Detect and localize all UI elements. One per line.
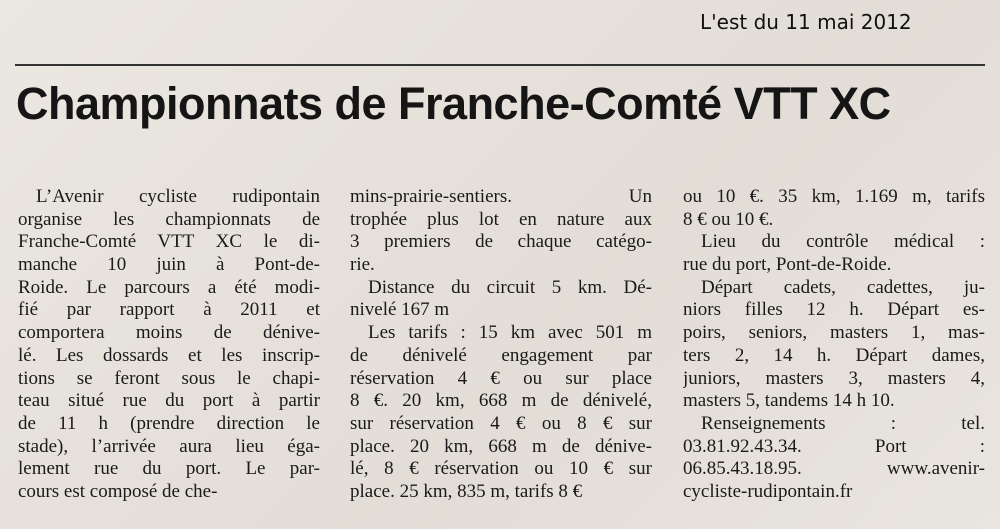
text-line: Roide. Le parcours a été modi- <box>18 276 320 298</box>
text-line: 3 premiers de chaque catégo- <box>350 231 652 253</box>
text-line: cycliste-rudipontain.fr <box>683 480 853 502</box>
text-line: Les tarifs : 15 km avec 501 m <box>368 322 652 344</box>
text-line: place. 20 km, 668 m de dénive- <box>350 435 652 457</box>
paragraph: ou 10 €. 35 km, 1.169 m, tarifs 8 € ou 10… <box>683 186 985 231</box>
text-line: de dénivelé engagement par <box>350 344 652 366</box>
text-line: niors filles 12 h. Départ es- <box>683 299 985 321</box>
text-line: de 11 h (prendre direction le <box>18 412 320 434</box>
text-line: ou 10 €. 35 km, 1.169 m, tarifs <box>683 186 985 207</box>
text-line: 03.81.92.43.34. Port : <box>683 435 985 457</box>
text-line: Franche-Comté VTT XC le di- <box>18 231 320 253</box>
paragraph: Les tarifs : 15 km avec 501 m de dénivelé… <box>350 322 652 504</box>
text-line: organise les championnats de <box>18 208 320 230</box>
text-line: sur réservation 4 € ou 8 € sur <box>350 412 652 434</box>
paragraph: mins-prairie-sentiers. Un trophée plus lo… <box>350 186 652 277</box>
text-line: lé. Les dossards et les inscrip- <box>18 344 320 366</box>
text-line: cours est composé de che- <box>18 480 218 502</box>
text-line: place. 25 km, 835 m, tarifs 8 € <box>350 480 583 502</box>
paragraph: Départ cadets, cadettes, ju-niors filles… <box>683 277 985 413</box>
paragraph: Distance du circuit 5 km. Dé-nivelé 167 … <box>350 277 652 322</box>
rule <box>15 64 985 66</box>
text-line: nivelé 167 m <box>350 299 450 321</box>
text-line: teau situé rue du port à partir <box>18 390 320 412</box>
text-line: poirs, seniors, masters 1, mas- <box>683 322 985 344</box>
text-line: lé, 8 € réservation ou 10 € sur <box>350 458 652 480</box>
text-line: comportera moins de dénive- <box>18 322 320 344</box>
text-line: manche 10 juin à Pont-de- <box>18 254 320 276</box>
paragraph: Lieu du contrôle médical : rue du port, P… <box>683 231 985 276</box>
text-line: rue du port, Pont-de-Roide. <box>683 254 892 276</box>
text-line: fié par rapport à 2011 et <box>18 299 320 321</box>
text-line: Départ cadets, cadettes, ju- <box>701 276 985 298</box>
text-line: 8 € ou 10 €. <box>683 208 774 230</box>
text-line: 8 €. 20 km, 668 m de dénivelé, <box>350 390 652 412</box>
text-line: stade), l’arrivée aura lieu éga- <box>18 435 320 457</box>
text-line: L’Avenir cycliste rudipontain <box>36 186 320 207</box>
source-date: L'est du 11 mai 2012 <box>700 10 912 34</box>
paragraph: Renseignements : tel. 03.81.92.43.34. Por… <box>683 413 985 504</box>
text-line: Distance du circuit 5 km. Dé- <box>368 276 652 298</box>
text-line: masters 5, tandems 14 h 10. <box>683 390 895 412</box>
column: ou 10 €. 35 km, 1.169 m, tarifs 8 € ou 10… <box>683 186 985 504</box>
text-line: tions se feront sous le chapi- <box>18 367 320 389</box>
text-line: juniors, masters 3, masters 4, <box>683 367 985 389</box>
column: L’Avenir cycliste rudipontain organise le… <box>18 186 320 504</box>
paragraph: L’Avenir cycliste rudipontain organise le… <box>18 186 320 504</box>
text-line: lement rue du port. Le par- <box>18 458 320 480</box>
text-line: mins-prairie-sentiers. Un <box>350 186 652 207</box>
text-line: réservation 4 € ou sur place <box>350 367 652 389</box>
text-line: 06.85.43.18.95. www.avenir- <box>683 458 985 480</box>
text-line: trophée plus lot en nature aux <box>350 208 652 230</box>
text-line: Lieu du contrôle médical : <box>701 231 985 253</box>
text-line: rie. <box>350 254 375 276</box>
headline: Championnats de Franche-Comté VTT XC <box>16 78 891 129</box>
column: mins-prairie-sentiers. Un trophée plus lo… <box>350 186 652 504</box>
text-line: ters 2, 14 h. Départ dames, <box>683 344 985 366</box>
text-line: Renseignements : tel. <box>701 412 985 434</box>
